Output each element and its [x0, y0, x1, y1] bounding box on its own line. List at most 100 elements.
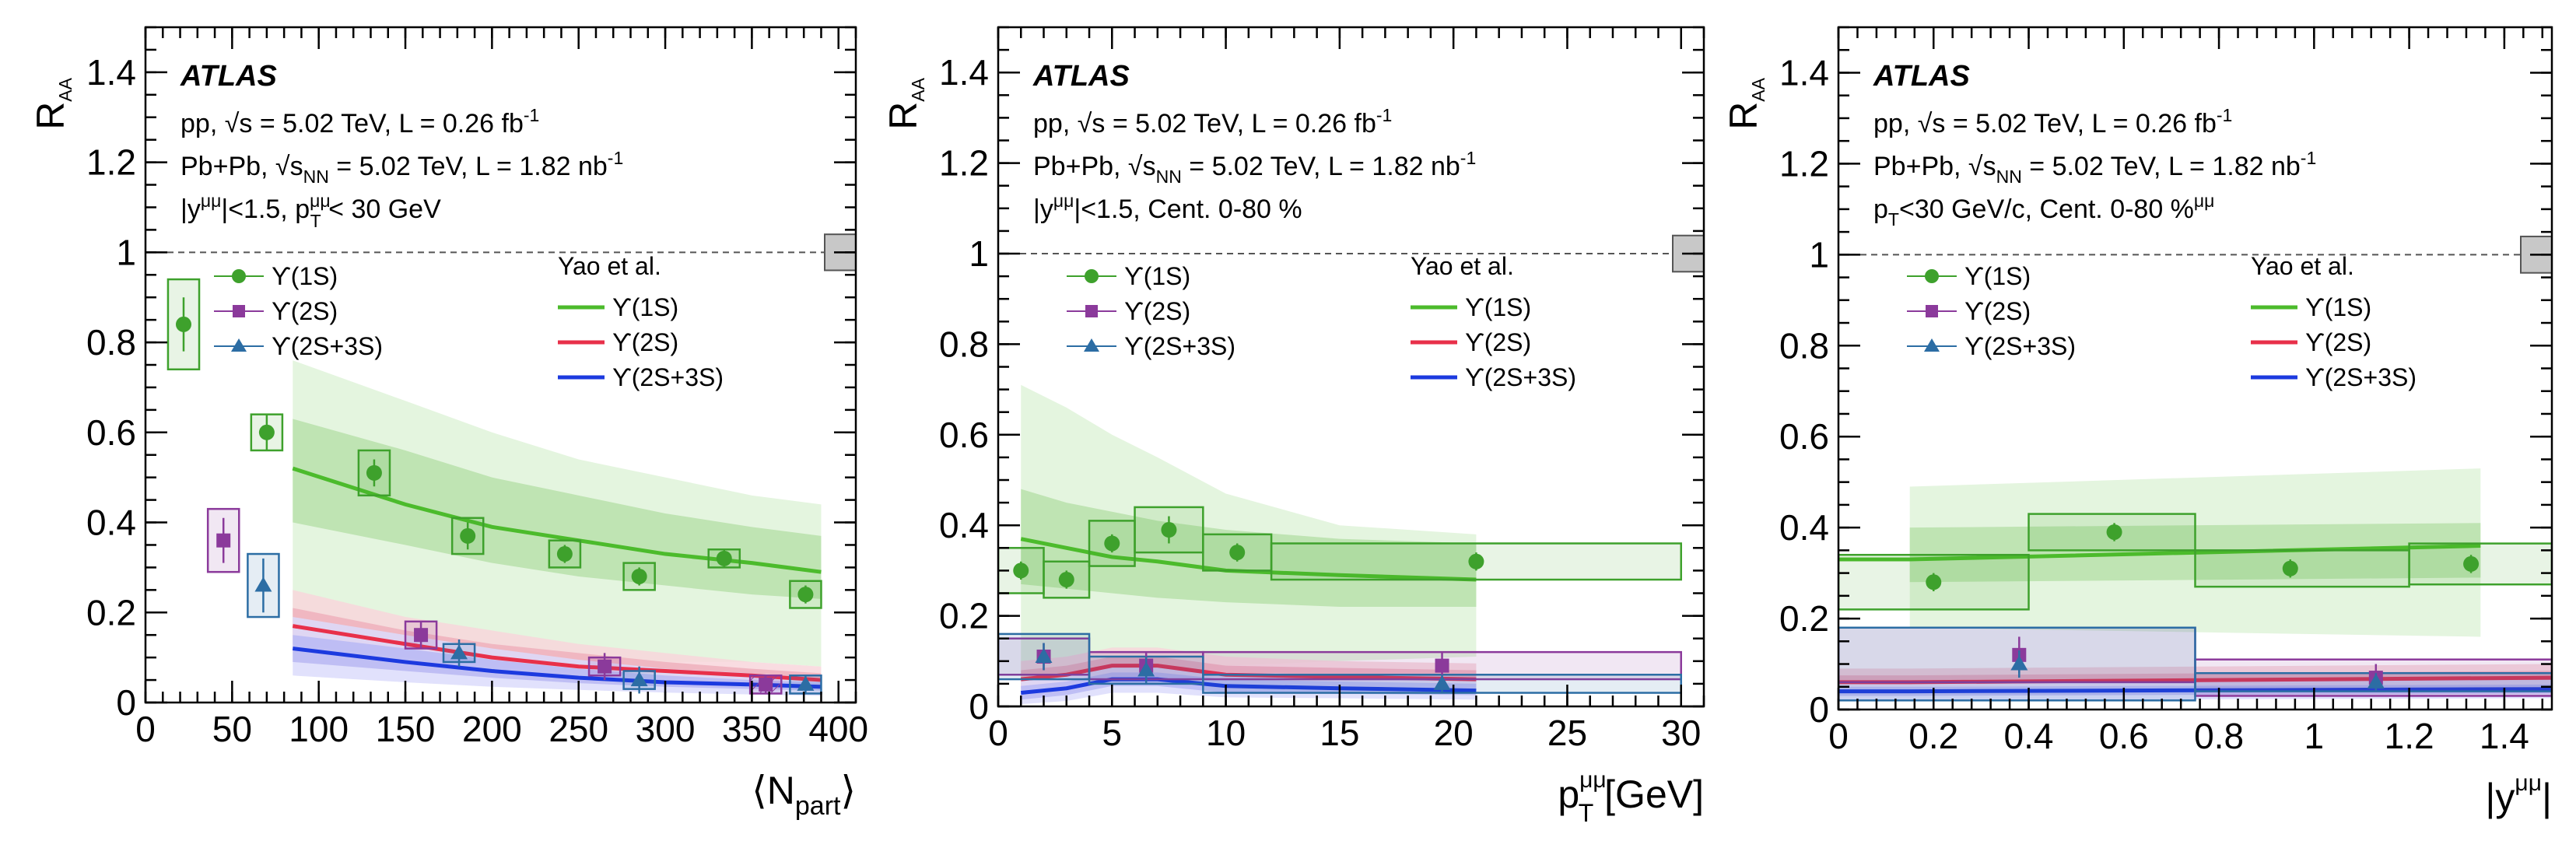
data-point-2s: [414, 628, 429, 643]
legend-marker-2s: [1926, 305, 1938, 317]
y-tick-label: 1: [969, 233, 989, 274]
data-point-23s: [797, 675, 815, 691]
x-axis-label: pμμ T [GeV]: [1558, 767, 1704, 827]
data-point-1s: [1161, 522, 1177, 538]
legend-data-label: ϒ(2S): [1124, 297, 1190, 325]
data-point-23s: [254, 576, 272, 592]
legend-marker-23s: [231, 338, 247, 352]
x-tick-label: 100: [289, 709, 349, 749]
x-tick-label: 1.4: [2480, 716, 2529, 756]
panel-pt: 0 5 10 15 20 25 30 0 0.2 0.4 0.6 0.8 1 1.2 1.4 RAA pμμ T …: [881, 26, 1705, 827]
theory-inner-band: [293, 608, 822, 685]
data-point-23s: [1433, 675, 1451, 690]
legend-marker-2s: [1085, 305, 1098, 317]
legend-marker-2s: [233, 305, 245, 317]
x-tick-label: 20: [1434, 713, 1474, 753]
legend-data-label: ϒ(2S+3S): [1124, 332, 1235, 360]
legend-data-label: ϒ(2S+3S): [272, 332, 383, 360]
legend-theory-label: ϒ(2S+3S): [1465, 363, 1576, 391]
y-tick-label: 0.2: [86, 592, 136, 632]
x-tick-label: 150: [376, 709, 436, 749]
data-point-1s: [2282, 560, 2298, 576]
x-tick-label: 300: [636, 709, 696, 749]
y-tick-label: 1.4: [1779, 52, 1829, 93]
y-tick-label: 1.2: [86, 142, 136, 183]
data-point-1s: [2463, 555, 2480, 572]
panel-npart: 0 50 100 150 200 250 300 350 400 0 0.2 0.4 0.6 0.8 1 1.…: [29, 26, 868, 821]
legend-theory-label: ϒ(2S+3S): [2305, 363, 2417, 391]
data-point-23s: [2010, 655, 2028, 671]
info-line: pp, √s = 5.02 TeV, L = 0.26 fb-1: [180, 105, 539, 138]
y-tick-label: 0.2: [1779, 598, 1829, 639]
legend-theory-label: ϒ(2S): [1465, 328, 1531, 356]
x-tick-label: 15: [1320, 713, 1359, 753]
y-tick-label: 1: [116, 232, 136, 272]
y-axis-label: RAA: [881, 77, 928, 129]
x-tick-label: 350: [722, 709, 782, 749]
y-tick-label: 0.6: [86, 412, 136, 453]
data-point-1s: [1468, 553, 1484, 569]
legend-theory-label: ϒ(1S): [2305, 293, 2371, 321]
theory-inner-band: [293, 419, 822, 599]
plot-area: [998, 253, 1704, 705]
x-tick-label: 0: [135, 709, 156, 749]
legend-marker-1s: [1925, 269, 1939, 283]
x-tick-label: 0: [988, 713, 1008, 753]
y-tick-label: 0.8: [86, 322, 136, 363]
y-tick-label: 1: [1809, 234, 1829, 275]
data-point-1s: [631, 568, 647, 584]
experiment-label: ATLAS: [1032, 60, 1130, 93]
y-tick-label: 0.4: [86, 503, 136, 543]
legend-data-label: ϒ(1S): [1964, 262, 2031, 290]
y-tick-label: 1.2: [1779, 143, 1829, 184]
data-point-2s: [216, 533, 231, 548]
legend-theory-title: Yao et al.: [1411, 252, 1514, 280]
data-point-1s: [716, 550, 732, 566]
x-tick-label: 250: [548, 709, 608, 749]
x-tick-label: 400: [808, 709, 868, 749]
syst-box: [2194, 549, 2410, 588]
x-tick-label: 25: [1547, 713, 1587, 753]
syst-box: [2408, 542, 2552, 586]
y-tick-label: 0: [1809, 689, 1829, 730]
y-tick-label: 0.8: [1779, 325, 1829, 366]
legend-theory-label: ϒ(2S+3S): [612, 363, 724, 391]
legend-data-label: ϒ(2S): [272, 297, 338, 325]
y-tick-label: 1.4: [86, 52, 136, 93]
y-tick-label: 0.2: [939, 596, 989, 636]
x-tick-label: 0.4: [2004, 716, 2054, 756]
info-line: pp, √s = 5.02 TeV, L = 0.26 fb-1: [1033, 105, 1392, 138]
data-point-1s: [1926, 574, 1942, 590]
info-line: pp, √s = 5.02 TeV, L = 0.26 fb-1: [1873, 105, 2232, 138]
experiment-label: ATLAS: [1873, 60, 1970, 93]
legend-theory-label: ϒ(1S): [612, 293, 678, 321]
x-tick-label: 0.2: [1908, 716, 1958, 756]
info-line: Pb+Pb, √sNN = 5.02 TeV, L = 1.82 nb-1: [1873, 148, 2316, 187]
y-tick-label: 1.4: [939, 52, 989, 93]
legend-theory-label: ϒ(2S): [612, 328, 678, 356]
y-tick-label: 0.6: [1779, 416, 1829, 457]
legend-marker-1s: [1085, 269, 1099, 283]
legend-marker-1s: [232, 269, 246, 283]
data-point-1s: [556, 546, 573, 562]
legend-marker-23s: [1084, 338, 1099, 352]
info-line: |yμμ|<1.5, Cent. 0-80 %: [1033, 191, 1302, 224]
theory-outer-band: [293, 617, 822, 696]
x-tick-label: 200: [462, 709, 522, 749]
x-tick-label: 5: [1102, 713, 1122, 753]
experiment-label: ATLAS: [180, 60, 277, 93]
legend-theory-title: Yao et al.: [2251, 252, 2354, 280]
legend-data-label: ϒ(2S): [1964, 297, 2031, 325]
panel-rapidity: 0 0.2 0.4 0.6 0.8 1 1.2 1.4 0 0.2 0.4 0.6 0.8 1 1.2 1.4…: [1722, 26, 2553, 819]
info-line: Pb+Pb, √sNN = 5.02 TeV, L = 1.82 nb-1: [180, 148, 623, 187]
data-point-23s: [1137, 661, 1155, 677]
data-point-1s: [1104, 535, 1120, 552]
x-tick-label: 50: [212, 709, 252, 749]
data-point-23s: [450, 644, 468, 660]
plot-area: [145, 251, 856, 696]
y-tick-label: 0.4: [939, 505, 989, 545]
legend-theory-label: ϒ(1S): [1465, 293, 1531, 321]
data-point-1s: [175, 316, 191, 332]
data-point-1s: [460, 527, 476, 544]
